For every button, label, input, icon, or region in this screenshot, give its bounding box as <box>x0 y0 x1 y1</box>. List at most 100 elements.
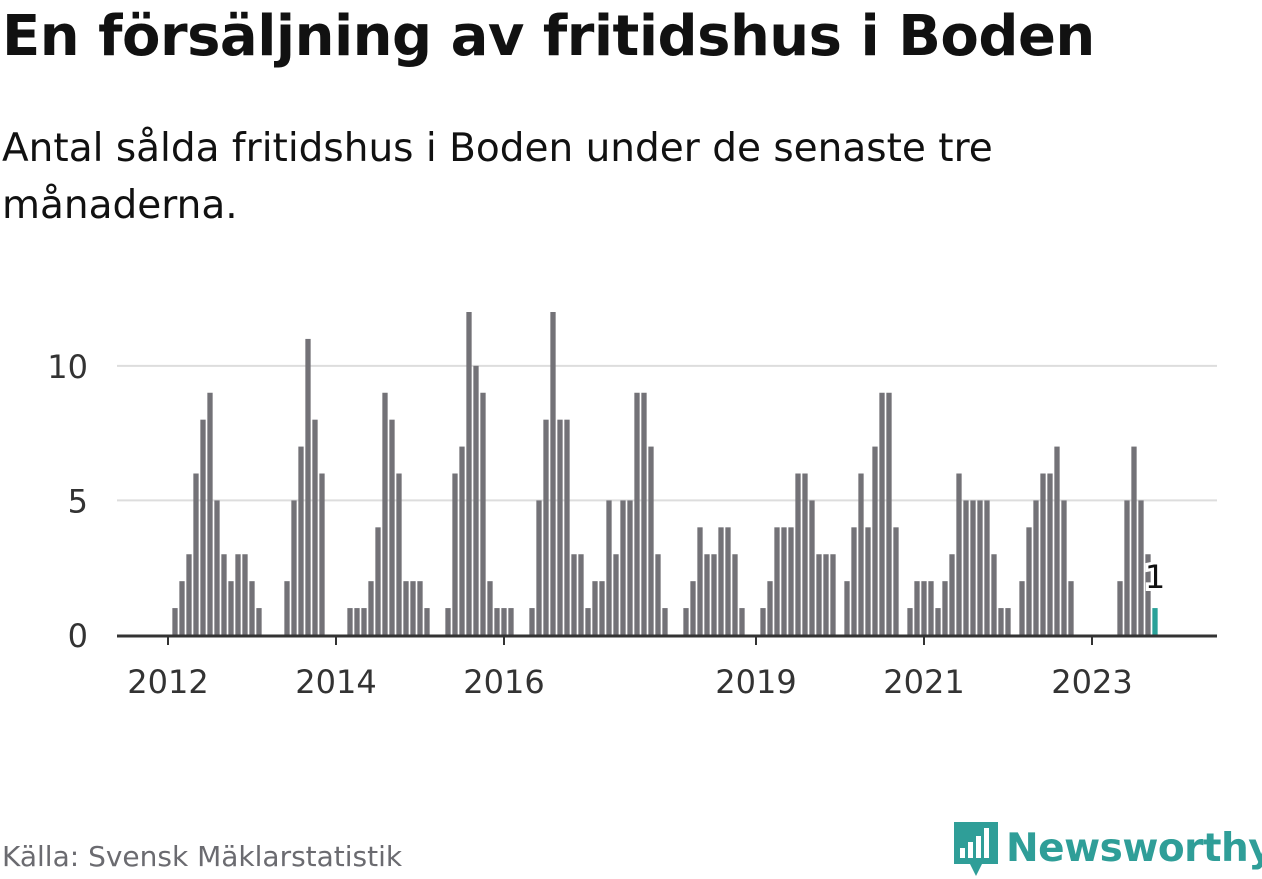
bar <box>935 608 941 635</box>
bar <box>368 581 374 635</box>
highlight-value-label: 1 <box>1145 558 1165 596</box>
bar <box>599 581 605 635</box>
newsworthy-logo[interactable]: Newsworthy <box>952 818 1262 878</box>
bar <box>998 608 1004 635</box>
x-tick-label: 2012 <box>127 663 208 701</box>
bar <box>907 608 913 635</box>
bar <box>921 581 927 635</box>
bar <box>634 392 640 635</box>
bar <box>655 554 661 635</box>
x-tick-label: 2014 <box>295 663 376 701</box>
bar <box>914 581 920 635</box>
bar <box>928 581 934 635</box>
bar <box>403 581 409 635</box>
bar <box>802 473 808 635</box>
bar <box>963 500 969 635</box>
bar <box>1033 500 1039 635</box>
bar <box>942 581 948 635</box>
bar <box>879 392 885 635</box>
bar <box>592 581 598 635</box>
bar <box>235 554 241 635</box>
bar <box>991 554 997 635</box>
bar <box>1054 446 1060 635</box>
bar <box>718 527 724 635</box>
bar <box>1138 500 1144 635</box>
bar <box>312 419 318 635</box>
bar <box>564 419 570 635</box>
newsworthy-logo-icon <box>954 822 998 876</box>
bar <box>977 500 983 635</box>
bar <box>375 527 381 635</box>
bar <box>186 554 192 635</box>
bar <box>249 581 255 635</box>
bar <box>473 365 479 635</box>
bar <box>1047 473 1053 635</box>
bar <box>1005 608 1011 635</box>
bar <box>697 527 703 635</box>
bar <box>466 312 472 635</box>
y-tick-label: 0 <box>68 617 88 655</box>
bar <box>459 446 465 635</box>
bar <box>1117 581 1123 635</box>
x-tick-label: 2019 <box>715 663 796 701</box>
bar <box>760 608 766 635</box>
bar <box>396 473 402 635</box>
bar <box>606 500 612 635</box>
y-tick-label: 5 <box>68 482 88 520</box>
bar <box>683 608 689 635</box>
bar <box>242 554 248 635</box>
bar <box>641 392 647 635</box>
bar <box>1068 581 1074 635</box>
bar <box>207 392 213 635</box>
bar <box>550 312 556 635</box>
bar <box>445 608 451 635</box>
bar <box>424 608 430 635</box>
bar <box>858 473 864 635</box>
source-note: Källa: Svensk Mäklarstatistik <box>2 840 403 873</box>
bar <box>851 527 857 635</box>
bar <box>949 554 955 635</box>
bar <box>193 473 199 635</box>
x-tick-label: 2023 <box>1051 663 1132 701</box>
chart-subtitle: Antal sålda fritidshus i Boden under de … <box>2 126 993 228</box>
y-tick-label: 10 <box>47 348 88 386</box>
bar <box>417 581 423 635</box>
bar <box>480 392 486 635</box>
bar <box>354 608 360 635</box>
bar <box>1124 500 1130 635</box>
bar <box>1040 473 1046 635</box>
x-tick-labels: 2012 2014 2016 2019 2021 2023 <box>127 637 1133 701</box>
bar <box>389 419 395 635</box>
bar <box>795 473 801 635</box>
bar <box>732 554 738 635</box>
bar <box>557 419 563 635</box>
bar <box>872 446 878 635</box>
bar <box>571 554 577 635</box>
bar <box>1131 446 1137 635</box>
bar <box>256 608 262 635</box>
bar <box>536 500 542 635</box>
bar <box>844 581 850 635</box>
y-tick-labels: 0 5 10 <box>47 348 88 655</box>
bars <box>172 312 1158 635</box>
bar <box>627 500 633 635</box>
bar <box>284 581 290 635</box>
bar <box>1019 581 1025 635</box>
bar <box>298 446 304 635</box>
bar <box>305 338 311 635</box>
bar <box>487 581 493 635</box>
chart-title: En försäljning av fritidshus i Boden <box>2 4 1095 69</box>
bar <box>886 392 892 635</box>
bar <box>613 554 619 635</box>
bar <box>788 527 794 635</box>
bar <box>501 608 507 635</box>
bar <box>1061 500 1067 635</box>
bar <box>725 527 731 635</box>
bar <box>711 554 717 635</box>
bar <box>228 581 234 635</box>
bar <box>809 500 815 635</box>
bar <box>347 608 353 635</box>
bar <box>494 608 500 635</box>
bar <box>767 581 773 635</box>
